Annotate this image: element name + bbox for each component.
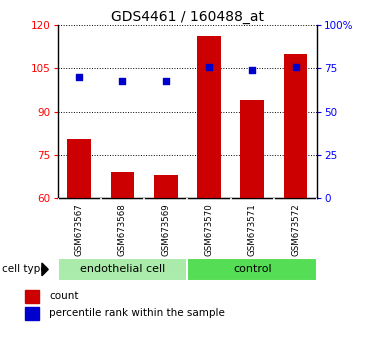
Bar (240, 100, 264, 198)
Bar (197, 36, 221, 198)
FancyBboxPatch shape (187, 258, 317, 281)
FancyBboxPatch shape (58, 258, 187, 281)
Text: GSM673568: GSM673568 (118, 203, 127, 256)
Text: percentile rank within the sample: percentile rank within the sample (49, 308, 225, 318)
Text: count: count (49, 291, 79, 301)
Bar (25, 290, 39, 303)
Point (249, 67, 255, 73)
Bar (25, 307, 39, 320)
Bar (111, 172, 134, 198)
Point (76, 74, 82, 80)
Bar (67, 139, 91, 198)
Text: GSM673572: GSM673572 (291, 203, 300, 256)
Title: GDS4461 / 160488_at: GDS4461 / 160488_at (111, 10, 264, 24)
Text: GSM673569: GSM673569 (161, 203, 170, 256)
Text: GSM673571: GSM673571 (248, 203, 257, 256)
Point (206, 64, 212, 69)
Point (163, 78, 169, 84)
Text: GSM673567: GSM673567 (75, 203, 83, 256)
Text: cell type: cell type (2, 264, 46, 274)
Text: control: control (233, 264, 272, 274)
Text: GSM673570: GSM673570 (204, 203, 213, 256)
Point (293, 64, 299, 69)
Bar (154, 175, 178, 198)
Bar (284, 54, 308, 198)
Point (119, 78, 125, 84)
Text: endothelial cell: endothelial cell (80, 264, 165, 274)
